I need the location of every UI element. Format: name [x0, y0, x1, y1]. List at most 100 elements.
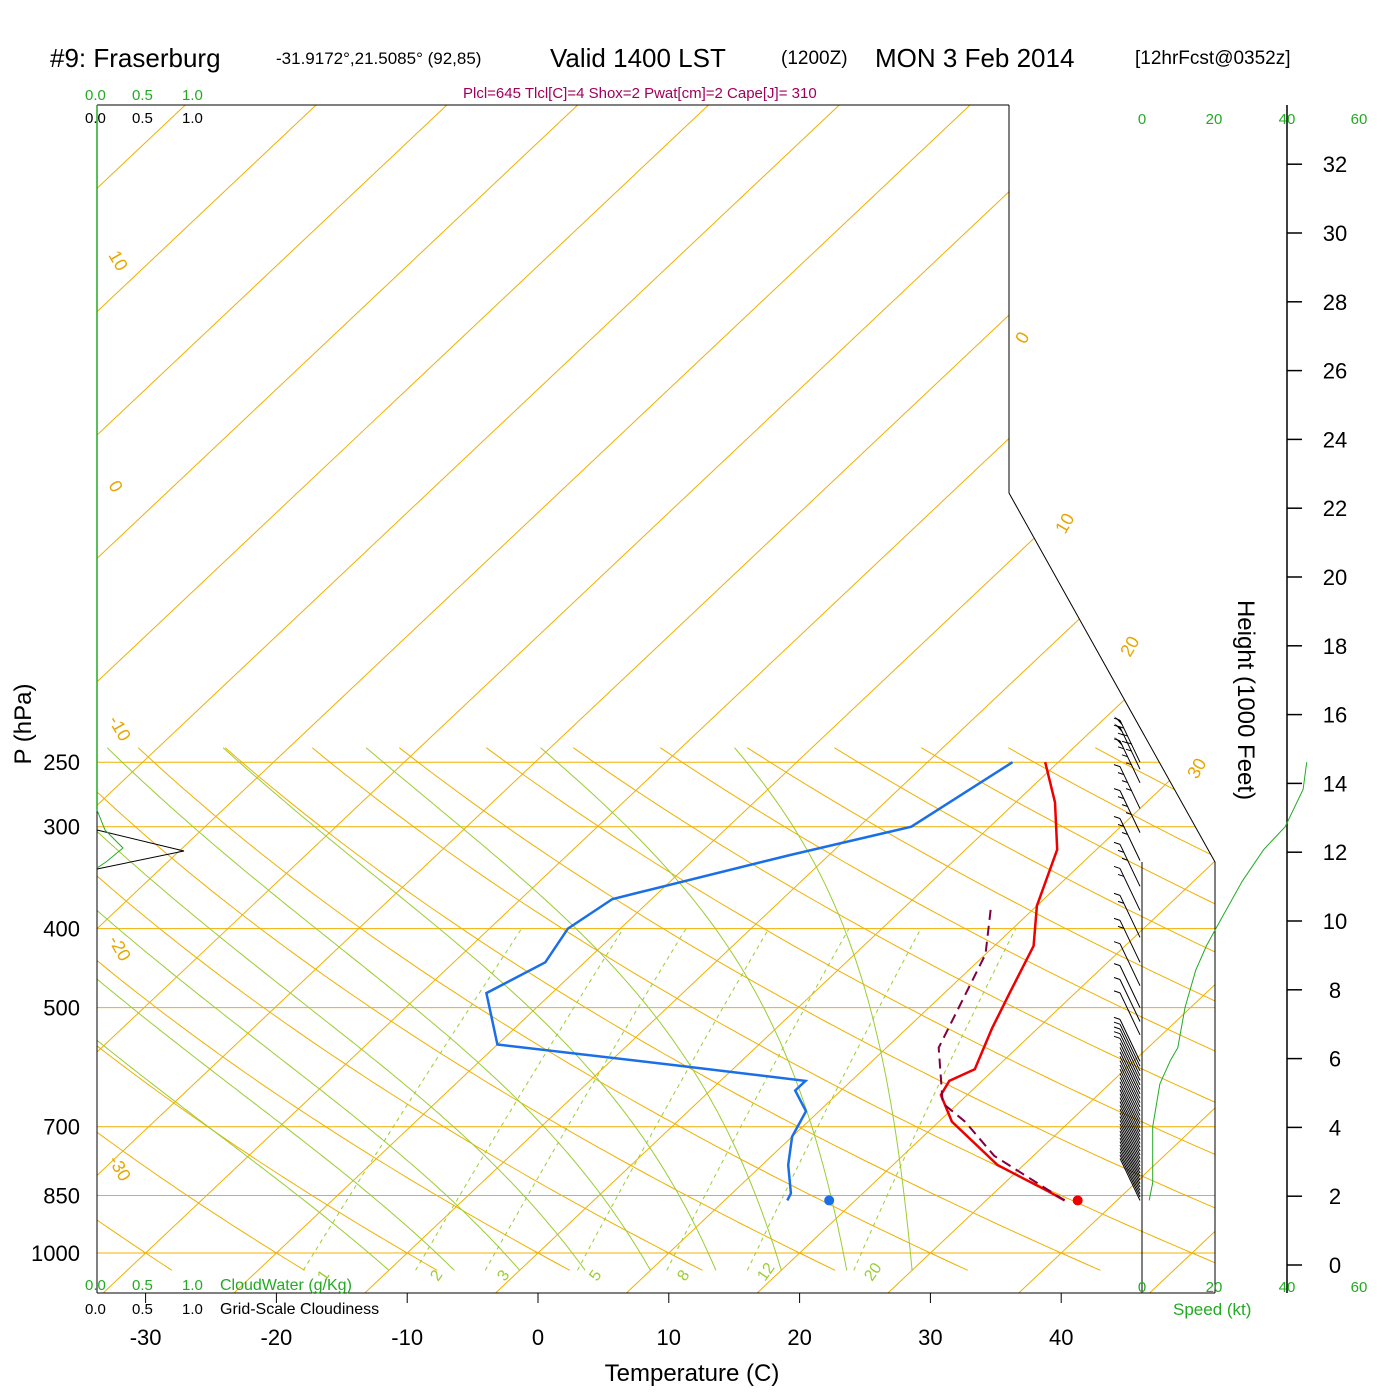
wind-barb-pennant [1114, 723, 1123, 734]
wind-barb [1119, 1120, 1141, 1163]
wind-barb-feather [1117, 772, 1125, 776]
moist-adiabat [106, 747, 651, 1271]
speed-tick-top: 20 [1206, 111, 1223, 128]
height-tick-label: 12 [1323, 840, 1347, 865]
wind-barb [1119, 1112, 1141, 1156]
dry-adiabat [398, 747, 1215, 1271]
wind-barb-feather [1125, 762, 1133, 766]
wind-barb [1119, 1077, 1141, 1120]
isotherm-line [97, 105, 317, 1293]
cloud-water-tick-bottom: 1.0 [182, 1277, 203, 1294]
dry-adiabat [311, 747, 1215, 1271]
height-tick-label: 2 [1329, 1184, 1341, 1209]
height-tick-label: 32 [1323, 152, 1347, 177]
dry-adiabat [97, 747, 305, 1271]
pressure-tick-label: 1000 [31, 1241, 80, 1266]
wind-barb [1119, 1033, 1141, 1076]
isotherm-labels: 10 0 -10 -20 -30 0 10 20 30 [105, 247, 1211, 1185]
wind-barb [1119, 1051, 1141, 1095]
height-tick-label: 6 [1329, 1047, 1341, 1072]
height-tick-label: 4 [1329, 1115, 1341, 1140]
pressure-tick-label: 850 [43, 1183, 80, 1208]
wind-barb [1119, 920, 1141, 963]
date-label: MON 3 Feb 2014 [875, 43, 1074, 73]
height-tick-label: 22 [1323, 496, 1347, 521]
dry-adiabat [486, 747, 1215, 1271]
isotherm-line [97, 105, 1102, 1293]
sounding-series [484, 761, 1083, 1206]
moist-adiabat [97, 747, 455, 1271]
wind-barb-feather [1117, 796, 1125, 800]
moist-adiabat [97, 747, 521, 1271]
wind-speed-line [1148, 762, 1308, 1201]
cloud-water-tick-top: 0.0 [85, 87, 106, 104]
wind-barb-feather [1113, 865, 1121, 869]
moist-adiabat [97, 747, 586, 1271]
surface-dewpoint-marker [824, 1195, 835, 1206]
station-title: #9: Fraserburg [50, 43, 221, 73]
height-tick-label: 24 [1323, 427, 1347, 452]
wind-barb-feather [1113, 764, 1121, 768]
cloud-panel: 0.0 0.0 0.5 0.5 1.0 1.0 0.0 0.0 0.5 0.5 1.0 1.0 [85, 87, 203, 1318]
wind-barb-feather [1125, 741, 1133, 745]
dry-adiabat [1095, 747, 1215, 1271]
wind-barb [1119, 1019, 1141, 1062]
wind-barb-feather [1117, 746, 1125, 750]
wind-barb [1119, 1144, 1141, 1188]
height-tick-label: 16 [1323, 703, 1347, 728]
dry-adiabat [224, 747, 1101, 1271]
mixing-ratio-label: 5 [586, 1267, 605, 1284]
isotherm-label: -30 [105, 1152, 135, 1185]
wind-barb [1119, 979, 1141, 1022]
wind-barb-feather [1117, 849, 1125, 853]
dry-adiabat [834, 747, 1215, 1271]
wind-barb [1119, 1060, 1141, 1103]
height-tick-label: 8 [1329, 978, 1341, 1003]
pressure-tick-label: 300 [43, 815, 80, 840]
dewpoint-line [484, 761, 1014, 1201]
cloud-water-profile [96, 809, 124, 869]
dry-adiabat [1356, 748, 1400, 1271]
wind-barb-feather [1117, 925, 1125, 929]
isotherm-line [97, 105, 971, 1293]
wind-barb [1119, 1064, 1141, 1108]
cloud-water-tick-bottom: 0.0 [85, 1277, 106, 1294]
isotherm-line [626, 105, 1215, 1293]
wind-barb [1119, 1127, 1141, 1170]
mixing-ratio-label: 8 [674, 1267, 693, 1284]
wind-barb-feather [1113, 816, 1121, 819]
wind-barb-feather [1113, 1026, 1121, 1030]
pressure-tick-label: 400 [43, 917, 80, 942]
wind-barb-feather [1121, 804, 1129, 808]
pressure-tick-label: 500 [43, 996, 80, 1021]
wind-barb-feather [1113, 788, 1121, 792]
wind-barb-feather [1125, 748, 1133, 752]
wind-barbs [1113, 716, 1141, 1201]
valid-label: Valid 1400 LST [550, 43, 726, 73]
wind-barb-feather [1113, 841, 1121, 845]
wind-barb [1119, 1097, 1141, 1140]
temperature-tick-label: -30 [130, 1325, 162, 1350]
wind-barb-pennant [1114, 736, 1123, 747]
wind-barb [1119, 1038, 1141, 1081]
isotherm-line [887, 105, 1215, 1293]
wind-barb [1119, 790, 1141, 833]
wind-barb [1119, 992, 1141, 1036]
dry-adiabat [97, 747, 438, 1271]
wind-barb-feather [1121, 733, 1129, 737]
wind-barb [1119, 1148, 1141, 1191]
isotherm-line [756, 105, 1215, 1293]
wind-barb [1119, 1101, 1141, 1144]
wind-barb [1119, 740, 1141, 784]
cloudiness-label: Grid-Scale Cloudiness [220, 1301, 379, 1318]
dry-adiabat [97, 747, 173, 1271]
speed-tick-top: 60 [1351, 111, 1368, 128]
wind-barb-feather [1113, 1021, 1121, 1025]
wind-barb [1119, 719, 1141, 763]
wind-barb-feather [1121, 857, 1129, 861]
isotherm-label: 0 [105, 477, 127, 496]
isotherm-line [97, 105, 840, 1293]
plot-frame [96, 104, 1288, 1294]
